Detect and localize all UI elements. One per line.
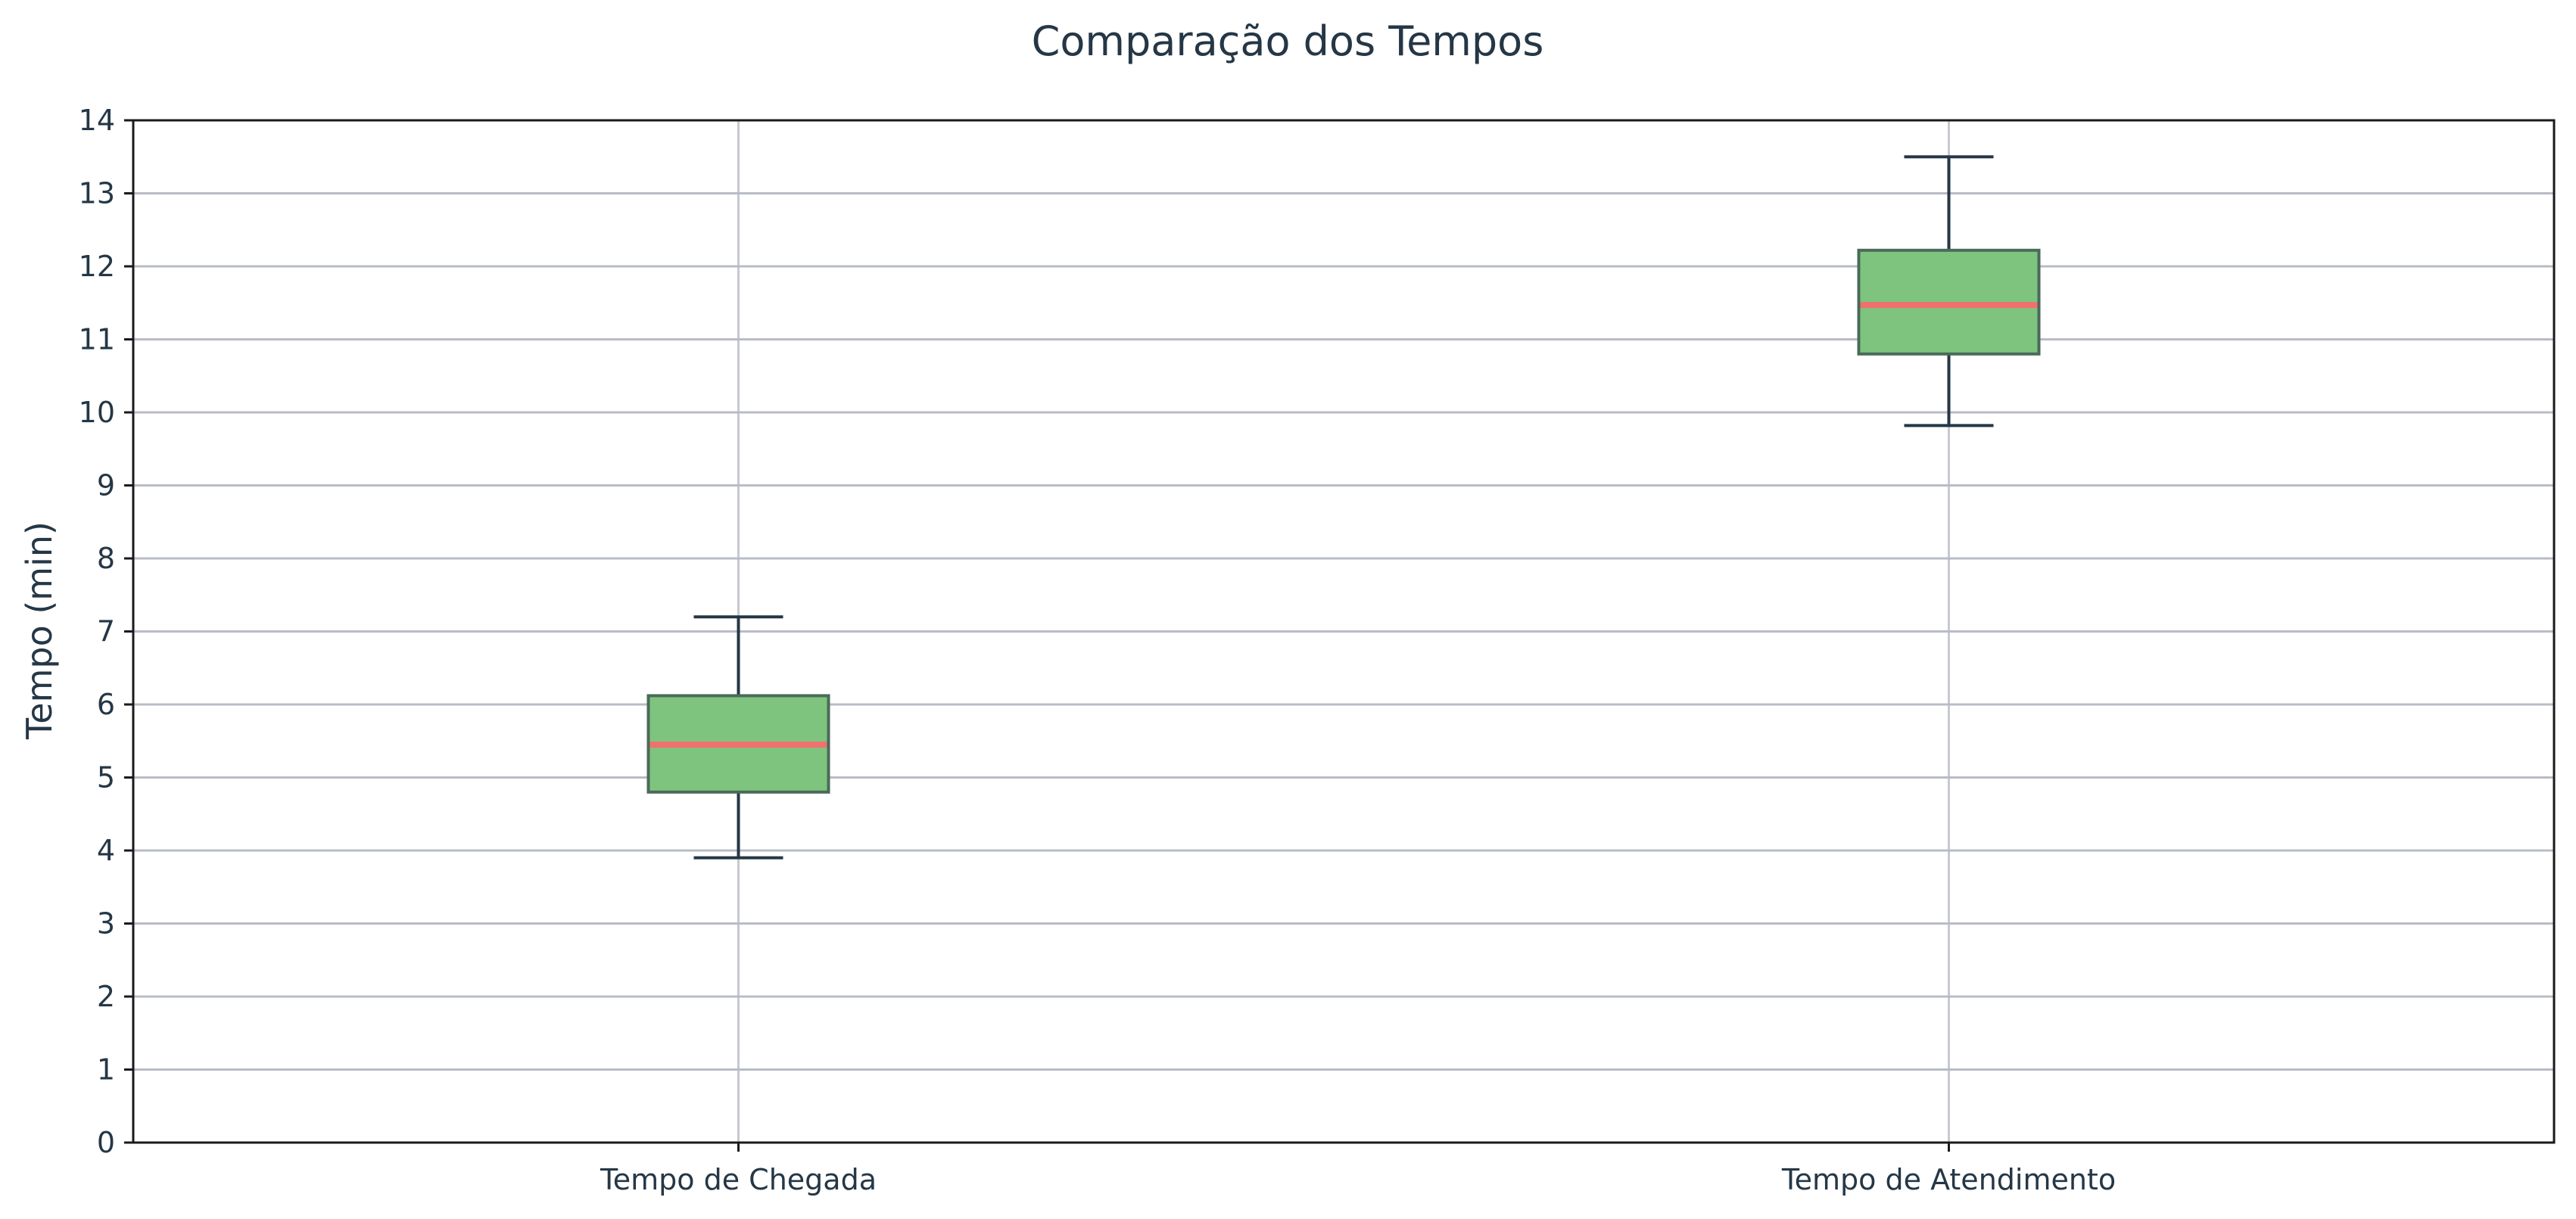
- y-tick-label: 7: [97, 615, 115, 648]
- grid-lines: [133, 119, 2554, 1144]
- box-group: [646, 615, 830, 860]
- y-tick-label: 8: [97, 542, 115, 575]
- y-tick-label: 1: [97, 1053, 115, 1087]
- chart-title: Comparação dos Tempos: [1032, 17, 1544, 65]
- y-tick-label: 11: [79, 323, 115, 356]
- y-tick-label: 0: [97, 1126, 115, 1159]
- y-tick-label: 4: [97, 834, 115, 867]
- y-tick-label: 12: [79, 250, 115, 283]
- y-tick-label: 2: [97, 980, 115, 1013]
- y-tick-label: 10: [79, 396, 115, 429]
- y-tick-label: 13: [79, 177, 115, 210]
- y-tick-label: 3: [97, 907, 115, 941]
- boxes: [646, 155, 2041, 860]
- x-tick-label: Tempo de Atendimento: [1781, 1163, 2116, 1196]
- y-tick-label: 6: [97, 688, 115, 721]
- y-tick-label: 5: [97, 761, 115, 795]
- box-group: [1857, 155, 2041, 428]
- y-tick-label: 9: [97, 469, 115, 502]
- y-tick-label: 14: [79, 104, 115, 137]
- x-tick-label: Tempo de Chegada: [600, 1163, 877, 1196]
- y-axis-label: Tempo (min): [19, 521, 60, 740]
